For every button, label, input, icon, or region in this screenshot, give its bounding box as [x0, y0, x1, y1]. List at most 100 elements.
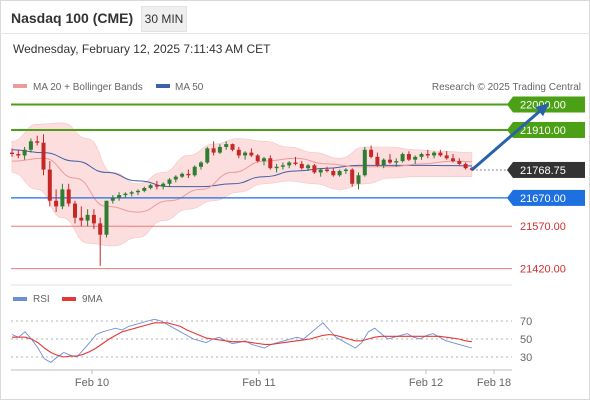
candle: [22, 146, 27, 160]
candle: [98, 217, 103, 266]
candle: [343, 168, 348, 174]
candle-body: [79, 217, 84, 221]
candle-body: [400, 154, 405, 162]
candle: [54, 189, 59, 213]
candle-body: [161, 183, 166, 187]
candle: [28, 138, 33, 153]
candle-body: [28, 141, 33, 150]
level-label: 21670.00: [520, 193, 566, 205]
rsi-legend-swatch: [13, 297, 27, 301]
candle: [444, 151, 449, 160]
candle: [142, 186, 147, 193]
candle-body: [192, 166, 197, 176]
candle: [249, 148, 254, 157]
level-weak_support-5: 21420.00: [11, 264, 566, 276]
candle: [451, 154, 455, 163]
candle-body: [249, 152, 254, 156]
arrow-head: [535, 103, 550, 117]
candle: [117, 192, 122, 201]
candle-body: [306, 165, 311, 169]
candle: [129, 190, 134, 197]
rsi-tick-label: 70: [520, 316, 532, 328]
candle-body: [230, 144, 235, 150]
candle: [161, 182, 166, 190]
candle: [205, 146, 210, 164]
candle: [268, 155, 273, 170]
candle-body: [180, 173, 185, 177]
candle: [199, 161, 203, 170]
candle: [293, 156, 298, 166]
candle: [419, 152, 424, 160]
candle: [306, 163, 311, 172]
candle-body: [350, 169, 355, 184]
interval-button[interactable]: 30 MIN: [141, 6, 187, 32]
candle-body: [35, 141, 40, 143]
level-label: 21910.00: [520, 125, 566, 137]
candle: [337, 169, 342, 177]
candle: [457, 158, 462, 166]
candle-body: [457, 161, 462, 164]
candle-body: [211, 148, 216, 153]
price-levels: 22000.00 21910.00 21768.75 21670.00 21570.00…: [11, 96, 585, 276]
level-label: 21570.00: [520, 221, 566, 233]
ma9-legend-label: 9MA: [82, 294, 103, 305]
level-label: 21768.75: [520, 165, 566, 177]
candle-body: [123, 193, 128, 196]
forecast-arrow: [470, 103, 550, 172]
level-resistance-1: 21910.00: [11, 121, 585, 138]
candle: [73, 200, 77, 224]
candle-body: [356, 175, 361, 184]
price-legend: MA 20 + Bollinger Bands MA 50 Research ©…: [13, 82, 581, 93]
ma9-legend-swatch: [62, 297, 76, 301]
candle-body: [136, 190, 140, 193]
candle: [312, 163, 317, 174]
rsi-line: [11, 318, 473, 363]
level-tag: [513, 161, 585, 178]
candle-body: [432, 152, 437, 156]
bollinger-band-area: [11, 122, 473, 247]
credit-label: Research © 2025 Trading Central: [432, 82, 581, 93]
candle-body: [413, 156, 418, 160]
rsi-legend: RSI 9MA: [13, 294, 103, 305]
candle-body: [47, 169, 52, 201]
x-tick-label: Feb 10: [75, 377, 109, 389]
candle-body: [167, 179, 172, 184]
candle: [394, 158, 399, 167]
candle: [16, 149, 21, 159]
level-tag: [513, 121, 585, 138]
candle-body: [10, 152, 14, 155]
candle: [123, 192, 128, 198]
level-weak_support-4: 21570.00: [11, 221, 566, 233]
candle: [224, 141, 229, 150]
level-current-2: 21768.75: [471, 161, 585, 178]
ma20-line: [11, 157, 472, 213]
candle: [230, 143, 235, 152]
candle-body: [148, 185, 153, 188]
candle: [375, 152, 380, 167]
candle-body: [438, 152, 443, 156]
chart-header: Nasdaq 100 (CME) 30 MIN: [0, 0, 590, 34]
level-tag: [513, 96, 585, 113]
level-resistance-0: 22000.00: [11, 96, 585, 113]
candle: [173, 175, 178, 183]
ma20-legend-swatch: [13, 84, 27, 88]
candle-body: [444, 155, 449, 159]
candle-body: [451, 158, 455, 162]
candle-body: [318, 169, 323, 173]
candle-body: [425, 154, 430, 156]
candle: [236, 146, 241, 159]
candle: [136, 189, 140, 196]
candle-body: [262, 158, 266, 162]
rsi-tick-label: 50: [520, 334, 532, 346]
candle: [400, 152, 405, 163]
candle-body: [85, 214, 90, 221]
level-tag-pointer: [507, 96, 513, 113]
candle: [325, 166, 329, 173]
candle-body: [463, 163, 468, 169]
candle: [192, 165, 197, 177]
ma50-legend-label: MA 50: [175, 82, 204, 93]
candle: [438, 149, 443, 157]
candle-body: [343, 169, 348, 172]
chart-title: Nasdaq 100 (CME): [11, 10, 134, 26]
